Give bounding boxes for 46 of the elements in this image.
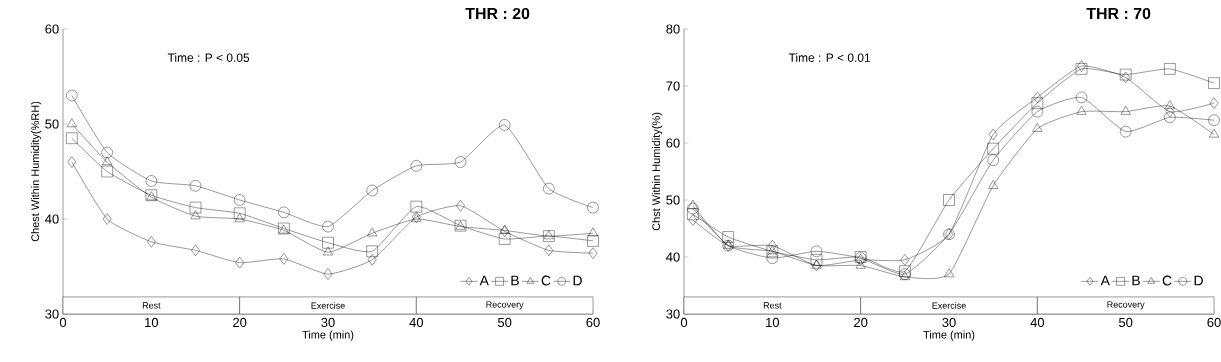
x-axis-title: Time (min) — [302, 330, 354, 341]
y-tick-label: 50 — [45, 119, 59, 129]
y-tick-label: 30 — [666, 309, 680, 319]
y-axis-title: Chest Within Humidity(%RH) — [31, 101, 42, 242]
x-tick-label: 60 — [586, 317, 600, 328]
x-tick-label: 30 — [321, 317, 335, 328]
y-tick-label: 40 — [45, 214, 59, 224]
x-tick-label: 40 — [409, 317, 424, 328]
x-tick-label: 20 — [233, 317, 247, 328]
x-axis-title: Time (min) — [923, 330, 975, 341]
chart-title: THR : 70 — [1086, 7, 1151, 20]
y-tick-label: 70 — [666, 81, 680, 91]
y-tick-label: 40 — [666, 252, 680, 262]
band-label: Exercise — [311, 302, 345, 309]
annotation: Time : P < 0.01 — [788, 53, 871, 62]
annotation: Time : P < 0.05 — [167, 53, 250, 62]
legend-label: C — [1162, 275, 1172, 286]
y-tick-label: 60 — [45, 24, 59, 34]
y-tick-label: 60 — [666, 138, 680, 148]
x-tick-label: 10 — [145, 317, 159, 328]
legend-label: D — [573, 275, 582, 286]
x-tick-label: 20 — [854, 317, 868, 328]
legend-label: B — [511, 275, 519, 286]
y-tick-label: 30 — [45, 309, 59, 319]
x-tick-label: 50 — [1118, 317, 1133, 328]
band-label: Recovery — [486, 301, 524, 310]
legend-label: A — [479, 275, 489, 286]
x-tick-label: 0 — [59, 317, 67, 328]
legend-label: A — [1100, 275, 1110, 286]
y-axis-title: Chst Within Humidity(%) — [652, 112, 663, 231]
y-tick-label: 50 — [666, 195, 680, 205]
y-tick-label: 80 — [666, 24, 680, 34]
chart-title: THR : 20 — [465, 7, 530, 20]
legend-label: B — [1132, 275, 1140, 286]
x-tick-label: 30 — [942, 317, 956, 328]
legend-label: D — [1194, 275, 1203, 286]
x-tick-label: 40 — [1030, 317, 1045, 328]
x-tick-label: 60 — [1207, 317, 1221, 328]
x-tick-label: 50 — [497, 317, 512, 328]
legend-label: C — [541, 275, 551, 286]
x-tick-label: 0 — [680, 317, 688, 328]
band-label: Recovery — [1107, 301, 1145, 310]
x-tick-label: 10 — [766, 317, 780, 328]
band-label: Rest — [763, 302, 782, 309]
band-label: Rest — [142, 302, 161, 309]
band-label: Exercise — [932, 302, 966, 309]
